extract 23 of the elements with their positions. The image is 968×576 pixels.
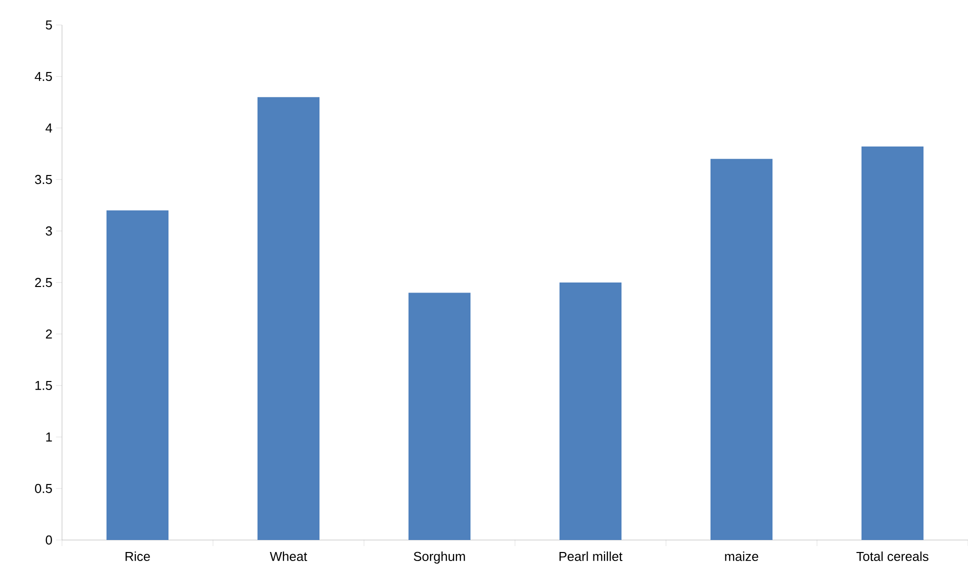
y-tick-label: 4.5 — [34, 72, 52, 82]
y-tick-label: 4 — [46, 124, 52, 132]
y-tick-label: 3 — [46, 226, 52, 236]
y-tick-label: 0.5 — [34, 484, 52, 494]
bar — [258, 97, 320, 540]
y-tick-label: 2 — [46, 329, 52, 339]
y-tick-label: 1 — [46, 432, 52, 442]
x-tick-label: Total cereals — [856, 552, 928, 562]
bar — [408, 292, 471, 540]
y-tick-label: 2.5 — [35, 278, 52, 288]
bar — [560, 282, 622, 540]
x-tick-label: Pearl millet — [560, 552, 622, 562]
x-tick-label: maize — [725, 552, 758, 562]
y-tick-label: 5 — [46, 20, 52, 30]
y-tick-label: 1.5 — [35, 380, 52, 390]
bar — [710, 158, 773, 540]
bar — [862, 146, 924, 540]
x-tick-label: Sorghum — [414, 552, 465, 564]
bar — [106, 210, 168, 540]
y-tick-label: 0 — [46, 535, 52, 545]
x-tick-label: Rice — [126, 552, 150, 562]
x-tick-label: Wheat — [270, 552, 308, 562]
y-tick-label: 3.5 — [34, 174, 52, 184]
